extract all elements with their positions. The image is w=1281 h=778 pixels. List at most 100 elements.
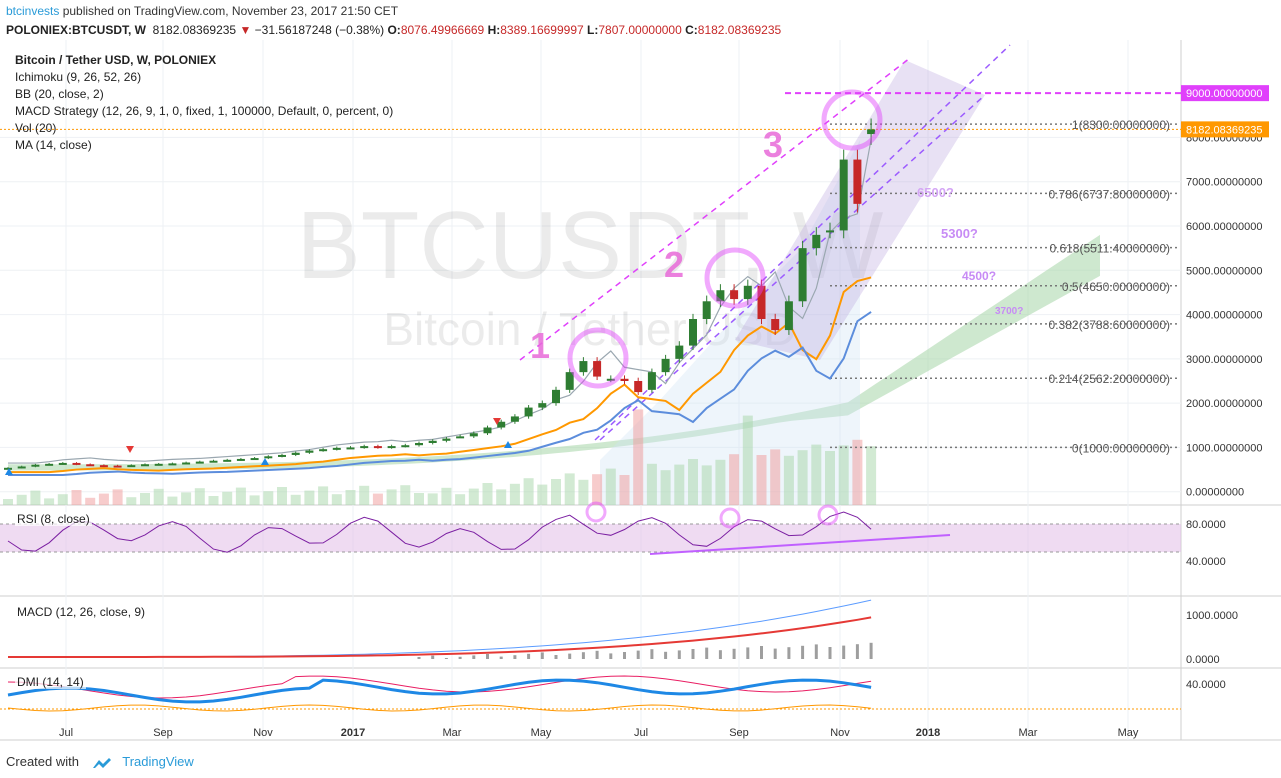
x-tick-label: Nov — [253, 727, 273, 739]
publish-text: published on TradingView.com, November 2… — [62, 4, 399, 18]
macd-histogram-bar — [842, 645, 846, 659]
volume-bar — [441, 487, 452, 505]
legend-item[interactable]: Vol (20) — [15, 121, 57, 135]
candle-body — [332, 447, 341, 450]
bb-upper-line — [8, 139, 872, 464]
macd-histogram-bar — [650, 649, 654, 659]
legend-item[interactable]: MA (14, close) — [15, 138, 92, 152]
fib-level-label: 0.786(6737.80000000) — [1049, 187, 1170, 201]
macd-histogram-bar — [787, 647, 791, 659]
candle-body — [853, 159, 862, 204]
volume-bar — [742, 415, 753, 505]
candle-body — [743, 285, 752, 300]
volume-bar — [688, 459, 698, 505]
candle-body — [305, 450, 314, 453]
candle-body — [195, 461, 204, 464]
rsi-band — [0, 524, 1181, 552]
macd-histogram-bar — [431, 655, 435, 659]
publish-info: btcinvests published on TradingView.com,… — [6, 2, 398, 20]
x-tick-label: Sep — [153, 727, 173, 739]
candle-body — [113, 465, 122, 468]
tradingview-link[interactable]: TradingView — [122, 754, 194, 769]
candle-body — [702, 301, 711, 319]
volume-bar — [496, 489, 507, 505]
legend-item[interactable]: MACD Strategy (12, 26, 9, 1, 0, fixed, 1… — [15, 104, 394, 118]
price-chart[interactable]: 0.00000000 1000.00000000 2000.00000000 3000… — [0, 40, 1281, 750]
volume-bar — [414, 493, 424, 505]
volume-bar — [30, 490, 41, 505]
legend-item[interactable]: BB (20, close, 2) — [15, 87, 104, 101]
volume-bar — [98, 493, 109, 505]
fib-level-label: 0.5(4650.00000000) — [1062, 280, 1170, 294]
volume-bar — [181, 492, 192, 505]
volume-bar — [263, 491, 274, 505]
legend-item[interactable]: Ichimoku (9, 26, 52, 26) — [15, 70, 142, 84]
candle-body — [647, 372, 656, 390]
author-link[interactable]: btcinvests — [6, 4, 60, 18]
macd-tick-label: 0.0000 — [1186, 654, 1220, 666]
volume-bar — [112, 489, 123, 505]
volume-bar — [715, 459, 726, 505]
macd-histogram-bar — [527, 653, 531, 659]
volume-bar — [140, 493, 150, 505]
x-tick-label: 2018 — [916, 727, 940, 739]
rsi-label[interactable]: RSI (8, close) — [15, 512, 92, 526]
fib-level-label: 1(8300.00000000) — [1072, 118, 1170, 132]
bollinger-band-fill — [600, 140, 860, 505]
macd-histogram-bar — [691, 649, 695, 659]
macd-histogram-bar — [760, 646, 763, 659]
volume-bar — [729, 454, 740, 505]
rsi-circle — [585, 501, 607, 523]
candle-body — [72, 462, 81, 465]
volume-bar — [290, 494, 301, 505]
macd-label[interactable]: MACD (12, 26, close, 9) — [15, 605, 148, 619]
candle-body — [17, 466, 26, 469]
y-tick-label: 6000.00000000 — [1186, 221, 1262, 233]
volume-bar — [537, 484, 548, 505]
macd-histogram-bar — [417, 657, 421, 659]
volume-bar — [770, 449, 781, 505]
wave-label: 3 — [763, 124, 783, 165]
watermark-symbol: BTCUSDT, W — [297, 192, 884, 299]
volume-bar — [277, 487, 287, 505]
volume-bar — [564, 473, 575, 505]
candle-body — [524, 407, 533, 417]
volume-bar — [359, 485, 370, 505]
volume-bar — [345, 490, 356, 505]
volume-bar — [71, 490, 82, 505]
volume-bar — [372, 493, 383, 505]
target-price-label: 9000.00000000 — [1186, 88, 1262, 100]
macd-histogram-bar — [636, 650, 640, 659]
candle-body — [771, 319, 780, 331]
volume-bar — [509, 483, 520, 505]
macd-histogram-bar — [486, 654, 489, 659]
macd-histogram-bar — [664, 651, 668, 659]
dmi-label[interactable]: DMI (14, 14) — [15, 675, 86, 689]
candle-body — [812, 234, 821, 249]
candle-body — [4, 467, 12, 470]
buy-signal-icon — [504, 441, 512, 448]
close-value: 8182.08369235 — [697, 23, 782, 37]
volume-bar — [222, 491, 233, 505]
candle-body — [784, 301, 793, 331]
candle-body — [45, 463, 54, 466]
candle-body — [291, 452, 300, 455]
open-value: 8076.49966669 — [400, 23, 485, 37]
target-label: 5300? — [941, 226, 978, 241]
rsi-circle — [719, 507, 741, 529]
x-tick-label: Jul — [634, 727, 648, 739]
volume-bar — [866, 446, 877, 505]
volume-bar — [592, 474, 603, 505]
low-label: L: — [587, 23, 599, 37]
candle-body — [223, 459, 232, 462]
macd-histogram-bar — [499, 656, 503, 659]
candle-body — [319, 449, 328, 452]
macd-histogram-bar — [828, 647, 832, 659]
rsi-tick-label: 80.0000 — [1186, 519, 1226, 531]
target-price-tag — [1181, 85, 1269, 102]
volume-bar — [551, 479, 561, 505]
created-with: Created with — [6, 754, 79, 769]
wave-circle — [704, 247, 766, 309]
candle-body — [867, 129, 876, 135]
candle-body — [565, 372, 574, 390]
